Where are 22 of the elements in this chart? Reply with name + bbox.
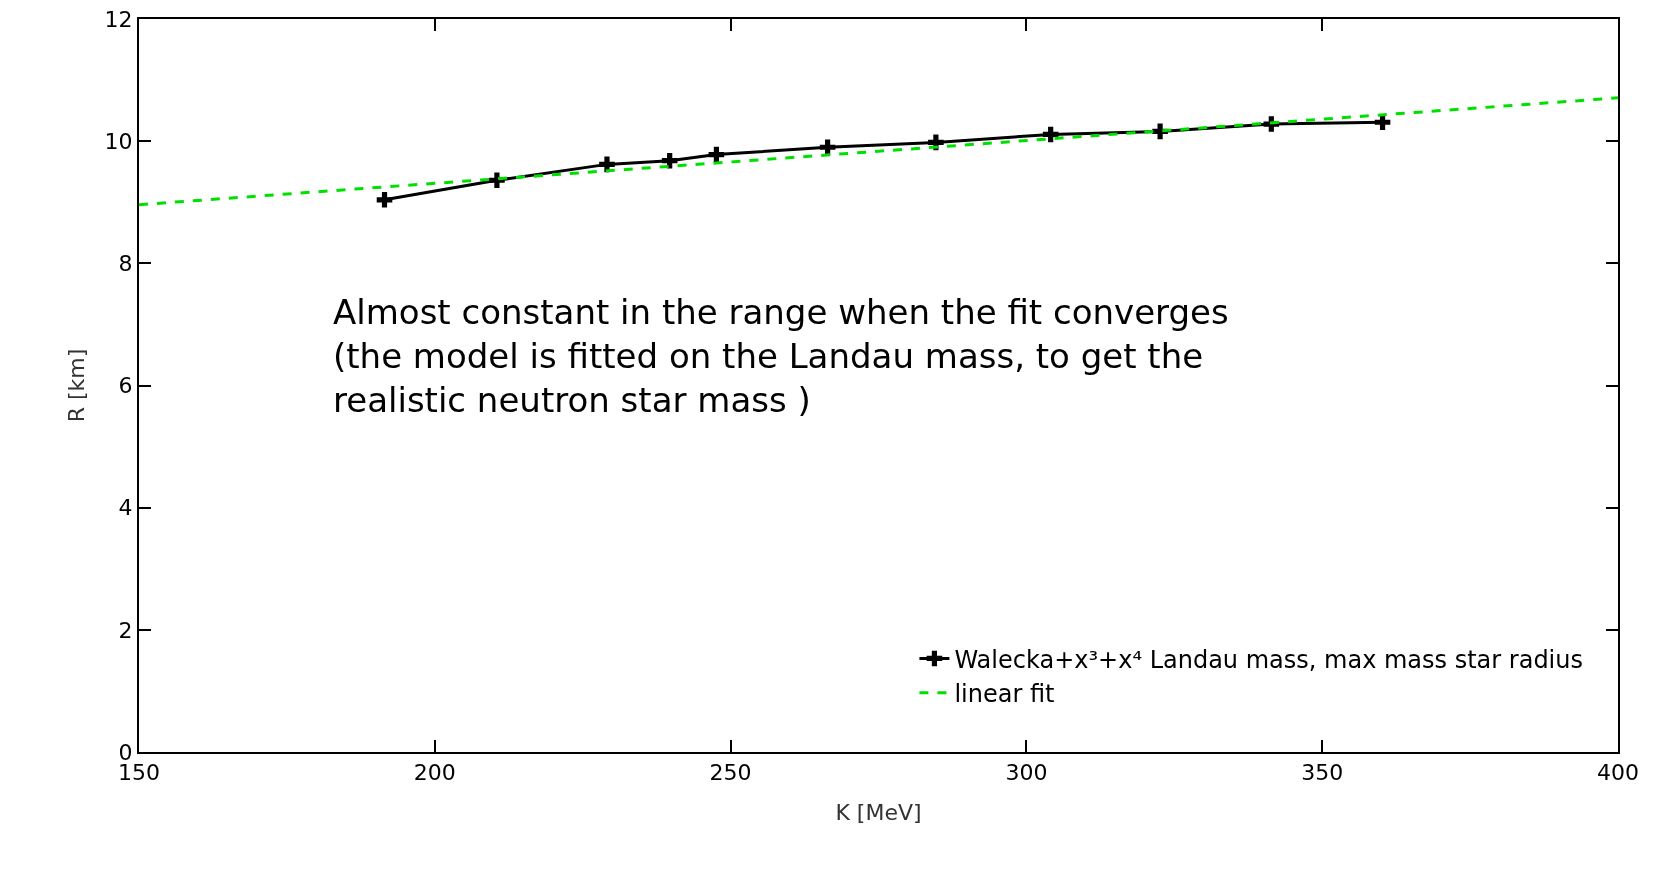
x-tick-label: 300 bbox=[1005, 760, 1048, 786]
x-tick-label: 400 bbox=[1597, 760, 1639, 786]
point bbox=[599, 156, 615, 173]
x-tick-label: 200 bbox=[413, 760, 456, 786]
y-tick-label: 6 bbox=[118, 373, 133, 399]
point bbox=[819, 139, 836, 156]
x-tick-label: 250 bbox=[709, 760, 752, 786]
point bbox=[376, 192, 393, 208]
y-tick-label: 8 bbox=[118, 251, 133, 277]
legend-label: Walecka+x³+x⁴ Landau mass, max mass star radius bbox=[954, 645, 1584, 674]
x-axis-title: K [MeV] bbox=[835, 799, 922, 825]
legend-label: linear fit bbox=[954, 680, 1055, 709]
y-tick-label: 12 bbox=[104, 6, 133, 32]
y-tick-label: 2 bbox=[118, 617, 133, 643]
annotation: Almost constant in the range when the fit converges (the model is fitted on the Landau mass, to get the realistic neutron star mass ) bbox=[333, 292, 1229, 421]
point bbox=[708, 146, 725, 163]
point bbox=[1042, 126, 1059, 143]
y-axis-title: R [km] bbox=[64, 348, 89, 423]
x-tick-label: 350 bbox=[1301, 760, 1344, 786]
point bbox=[661, 152, 678, 169]
y-tick-label: 10 bbox=[104, 128, 133, 154]
y-tick-label: 4 bbox=[118, 495, 133, 521]
